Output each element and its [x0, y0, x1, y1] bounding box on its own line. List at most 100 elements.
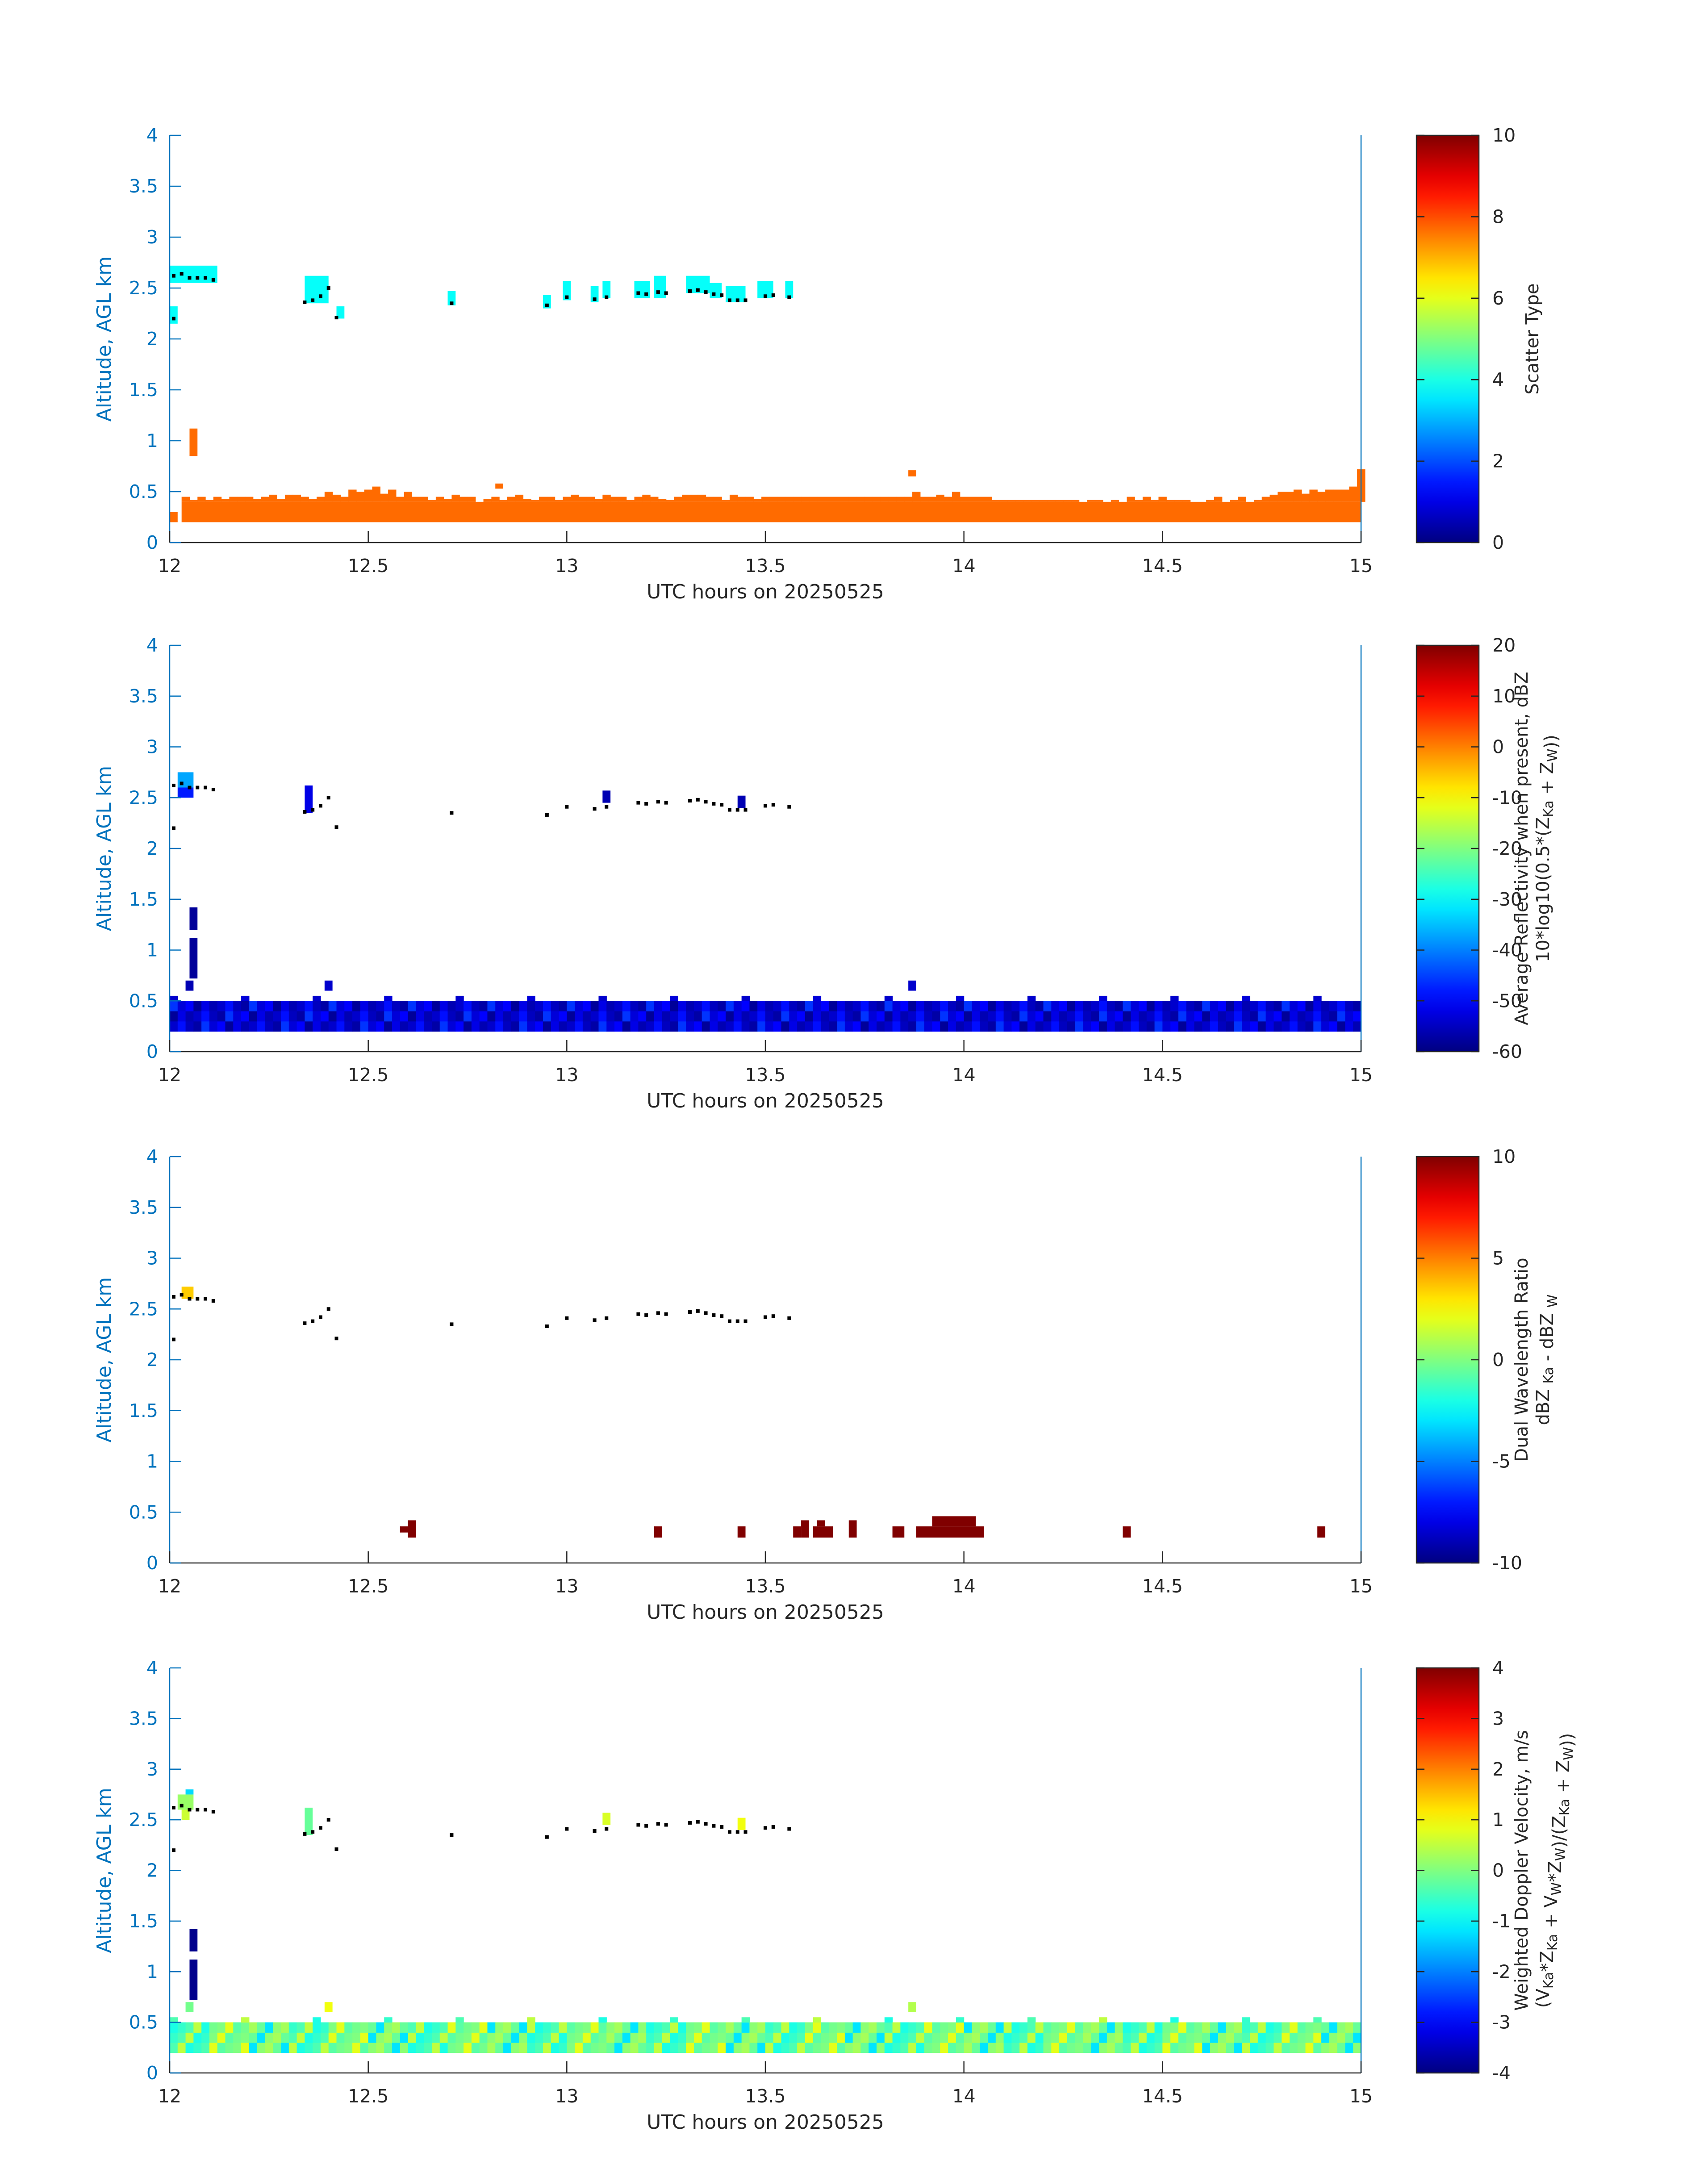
heatmap-cell	[805, 2042, 814, 2053]
heatmap-cell	[769, 497, 778, 502]
heatmap-cell	[598, 2017, 607, 2023]
cloud-top-dot	[171, 826, 175, 830]
heatmap-cell	[733, 2042, 742, 2053]
heatmap-cell	[821, 2042, 829, 2053]
heatmap-cell	[464, 1001, 472, 1011]
heatmap-cell	[1011, 1011, 1020, 1022]
cloud-top-dot	[787, 1316, 791, 1320]
heatmap-cell	[241, 2017, 250, 2023]
heatmap-cell	[594, 498, 603, 502]
colorbar-tick-label: -3	[1492, 2012, 1511, 2033]
colorbar-tick-label: -10	[1492, 787, 1522, 808]
heatmap-cell	[869, 1021, 877, 1032]
heatmap-cell	[1202, 2032, 1211, 2043]
heatmap-cell	[1230, 500, 1238, 502]
colorbar-tick-label: -60	[1492, 1041, 1522, 1062]
heatmap-cell	[384, 2032, 393, 2043]
cloud-top-dot	[303, 300, 307, 304]
heatmap-cell	[670, 2032, 678, 2043]
x-tick-label: 13	[555, 2085, 578, 2107]
heatmap-cell	[464, 2022, 472, 2033]
heatmap-cell	[733, 1001, 742, 1011]
cloud-top-dot	[180, 1804, 184, 1808]
cloud-top-dot	[704, 800, 708, 804]
heatmap-cell	[273, 2032, 281, 2043]
cloud-top-dot	[644, 1824, 648, 1828]
heatmap-cell	[718, 2042, 726, 2053]
heatmap-cell	[789, 2032, 798, 2043]
heatmap-cell	[491, 497, 500, 502]
heatmap-cell	[296, 2042, 305, 2053]
cloud-top-dot	[688, 799, 692, 803]
heatmap-cell	[408, 1520, 416, 1538]
heatmap-cell	[1146, 2042, 1155, 2053]
heatmap-cell	[1178, 2022, 1187, 2033]
heatmap-cell	[924, 2032, 933, 2043]
heatmap-cell	[431, 2032, 440, 2043]
heatmap-cell	[702, 1011, 710, 1022]
heatmap-cell	[1146, 2022, 1155, 2033]
heatmap-cell	[1035, 2032, 1044, 2043]
colorbar-label: Average Reflectivity when present, dBZ	[1512, 672, 1532, 1025]
y-tick-label: 1	[146, 1961, 158, 1982]
colorbar: -60 -50 -40 -30 -20 -10 0 10 20 Average Reflectiv…	[1416, 635, 1562, 1062]
colorbar-tick-label: 20	[1492, 635, 1516, 656]
cloud-top-dot	[171, 317, 175, 321]
heatmap-cell	[1059, 1011, 1068, 1022]
heatmap-cell	[980, 1021, 988, 1032]
heatmap-cell	[170, 995, 178, 1001]
heatmap-cell	[257, 1021, 266, 1032]
colorbar-tick-label: 8	[1492, 206, 1504, 227]
cloud-top-dot	[326, 286, 330, 290]
heatmap-cell	[1337, 2042, 1346, 2053]
heatmap-cell	[813, 995, 822, 1001]
heatmap-cell	[1329, 1001, 1338, 1011]
cloud-top-dot	[593, 807, 597, 811]
cloud-top-dot	[450, 811, 454, 815]
heatmap-cell	[1274, 2042, 1282, 2053]
heatmap-cell	[559, 1001, 567, 1011]
heatmap-cell	[424, 1011, 432, 1022]
heatmap-cell	[435, 497, 444, 502]
heatmap-cell	[682, 494, 690, 502]
x-tick-label: 14.5	[1142, 1064, 1183, 1086]
x-tick-label: 13	[555, 555, 578, 577]
cloud-top-dot	[450, 1833, 454, 1837]
colorbar-tick-label: -5	[1492, 1451, 1511, 1472]
heatmap-cell	[511, 2032, 520, 2043]
x-tick-label: 13.5	[745, 1064, 785, 1086]
heatmap-cell	[257, 1001, 266, 1011]
cloud-top-dot	[204, 276, 208, 280]
heatmap-cell	[693, 1011, 702, 1022]
heatmap-cell	[884, 2017, 893, 2023]
heatmap-cell	[527, 995, 535, 1001]
heatmap-cell	[654, 2042, 663, 2053]
heatmap-cell	[376, 1021, 384, 1032]
heatmap-cell	[1325, 489, 1334, 502]
heatmap-cell	[241, 2042, 250, 2053]
heatmap-cell	[1282, 1021, 1290, 1032]
heatmap-cell	[805, 2022, 814, 2033]
heatmap-cell	[741, 2022, 750, 2033]
heatmap-cell	[590, 2032, 599, 2043]
heatmap-cell	[844, 2032, 853, 2043]
heatmap-cell	[1345, 1001, 1353, 1011]
heatmap-cell	[880, 497, 889, 502]
heatmap-cell	[201, 1001, 210, 1011]
heatmap-cell	[1226, 2022, 1235, 2033]
heatmap-cell	[1194, 2032, 1203, 2043]
heatmap-cell	[273, 1011, 281, 1022]
heatmap-cell	[1123, 2032, 1131, 2043]
heatmap-cell	[932, 2042, 940, 2053]
x-tick-label: 12	[158, 1575, 181, 1597]
heatmap-cell	[789, 2042, 798, 2053]
cloud-top-dot	[188, 1297, 192, 1301]
heatmap-cell	[551, 2042, 560, 2053]
heatmap-cell	[654, 1011, 663, 1022]
cloud-top-dot	[696, 288, 700, 292]
heatmap-cell	[1138, 2042, 1147, 2053]
cloud-top-dot	[735, 1319, 739, 1323]
heatmap-cell	[1297, 1001, 1306, 1011]
heatmap-cell	[305, 1807, 313, 1835]
